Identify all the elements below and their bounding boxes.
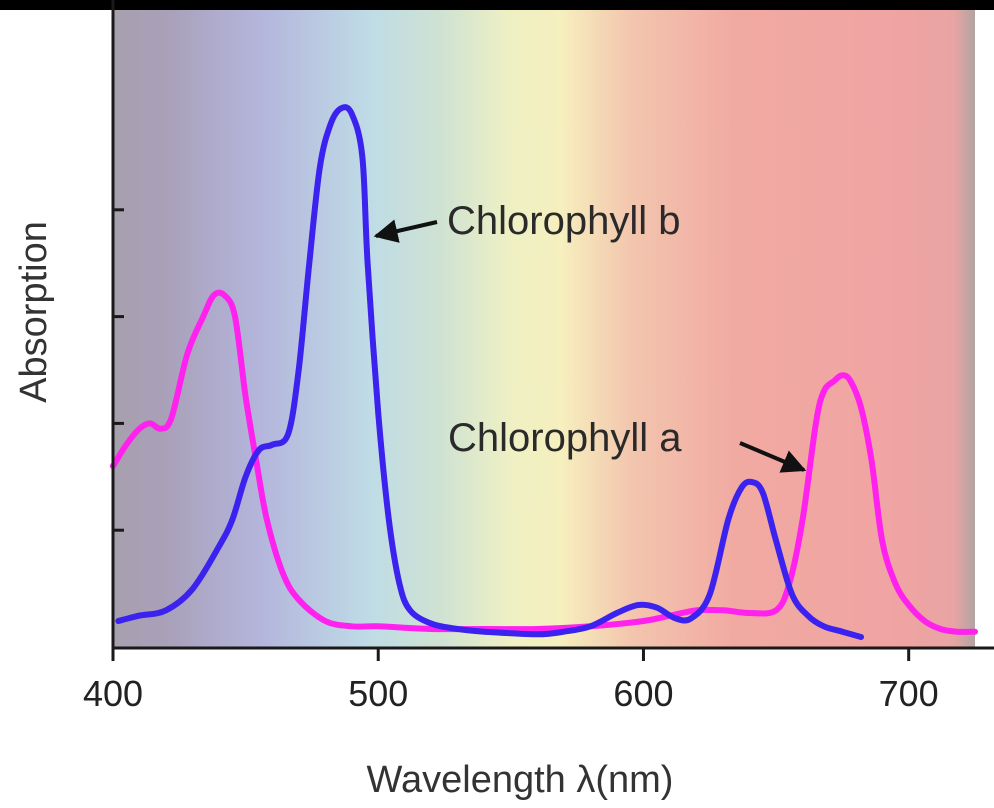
y-axis-title: Absorption [13, 221, 55, 403]
annotation-layer: Chlorophyll b Chlorophyll a [373, 199, 807, 473]
spectrum-background [113, 0, 975, 648]
x-tick-label: 400 [83, 673, 143, 714]
series-layer [110, 104, 978, 640]
annotation-chlorophyll-a: Chlorophyll a [448, 416, 682, 460]
x-tick-label: 600 [613, 673, 673, 714]
x-tick-label: 500 [348, 673, 408, 714]
x-ticks: 400 500 600 700 [83, 648, 939, 714]
annotation-arrow-chlorophyll-a [739, 441, 807, 473]
top-frame-bar [0, 0, 994, 9]
x-axis-title: Wavelength λ(nm) [367, 759, 674, 801]
annotation-chlorophyll-b: Chlorophyll b [447, 199, 680, 243]
x-tick-label: 700 [879, 673, 939, 714]
y-ticks [113, 208, 124, 532]
series-line-chlorophyll-b [115, 104, 864, 640]
annotation-arrow-chlorophyll-b [373, 219, 438, 243]
